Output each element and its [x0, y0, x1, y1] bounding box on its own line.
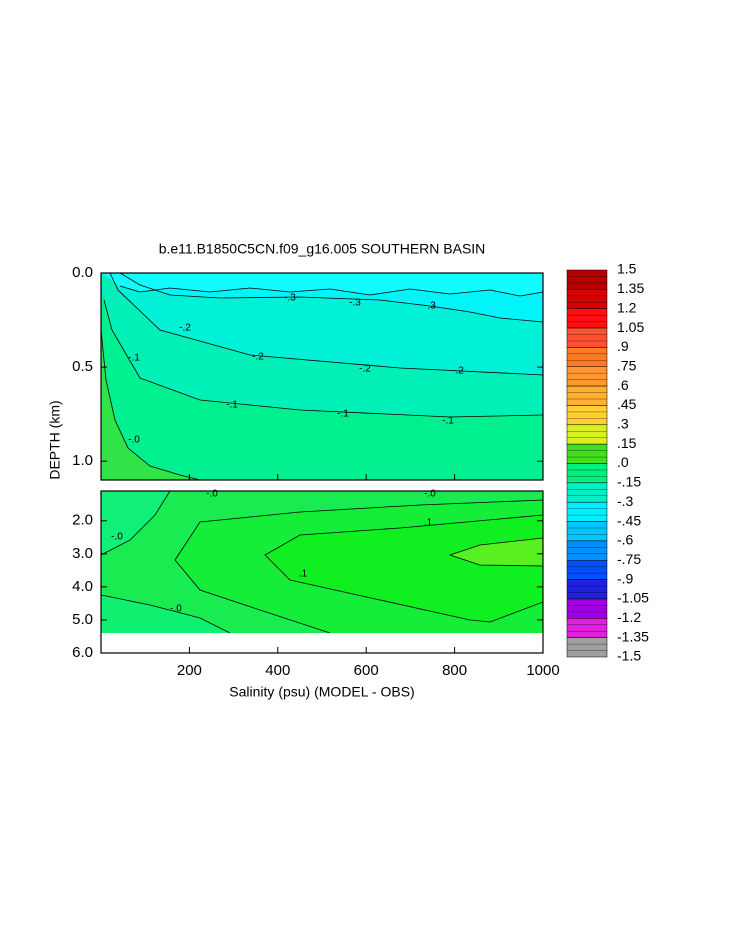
colorbar-box [566, 463, 608, 484]
bottom-field [101, 491, 543, 633]
colorbar-label: .45 [617, 396, 637, 412]
contour-label: -.1 [337, 409, 349, 420]
colorbar-label: -.75 [617, 551, 641, 567]
contour-label: -.3 [284, 293, 296, 304]
contour-label: .1 [299, 569, 308, 580]
contour-label: -.3 [424, 301, 436, 312]
colorbar-label: -.6 [617, 532, 634, 548]
contour-label: -.3 [349, 298, 361, 309]
colorbar-box [566, 347, 608, 367]
contour-label: -.2 [359, 364, 371, 375]
colorbar-box [566, 327, 608, 348]
colorbar-label: 1.5 [617, 261, 637, 277]
contour-labels: -.3 -.3 -.3 -.2 -.2 -.2 -.2 -.1 -.1 -.1 … [111, 293, 464, 615]
colorbar-label: -.3 [617, 493, 634, 509]
x-axis-label: Salinity (psu) (MODEL - OBS) [229, 684, 414, 700]
top-contours [101, 273, 543, 480]
x-tick-label: 200 [177, 662, 202, 679]
colorbar-box [566, 366, 608, 387]
chart-title: b.e11.B1850C5CN.f09_g16.005 SOUTHERN BAS… [159, 241, 486, 257]
colorbar-box [566, 560, 608, 580]
colorbar-box [566, 308, 608, 329]
contour-label: -.2 [179, 323, 191, 334]
colorbar-box [566, 540, 608, 561]
bottom-frame [100, 490, 544, 654]
y-tick-label: 1.0 [72, 452, 93, 469]
x-tick-label: 1000 [526, 662, 559, 679]
colorbar-label: -.9 [617, 570, 634, 586]
y-tick-label: 0.0 [72, 264, 93, 281]
y-tick-label: 6.0 [72, 644, 93, 661]
colorbar-box [566, 521, 608, 542]
colorbar-label: -.15 [617, 474, 641, 490]
colorbar-label: .0 [617, 454, 629, 470]
contour-label: -.1 [226, 400, 238, 411]
y-axis-label: DEPTH (km) [47, 400, 63, 479]
y-tick-label: 5.0 [72, 611, 93, 628]
colorbar-box [566, 443, 608, 464]
colorbar-box [566, 269, 608, 290]
colorbar-box [566, 618, 608, 638]
colorbar-box [566, 598, 608, 619]
colorbar-box [566, 385, 608, 406]
colorbar-label: 1.05 [617, 319, 644, 335]
colorbar-box [566, 289, 608, 309]
x-tick-label: 800 [442, 662, 467, 679]
colorbar-label: 1.35 [617, 280, 644, 296]
contour-label: -.0 [170, 604, 182, 615]
contour-label: -.1 [442, 416, 454, 427]
contour-label: -.0 [111, 532, 123, 543]
colorbar-label: -.45 [617, 512, 641, 528]
y-tick-label: 0.5 [72, 358, 93, 375]
colorbar-box [566, 501, 608, 522]
contour-label: -.2 [452, 366, 464, 377]
colorbar-label: -1.5 [617, 648, 641, 664]
colorbar-label: .3 [617, 416, 629, 432]
contour-label: -.1 [128, 353, 140, 364]
y-tick-label: 4.0 [72, 578, 93, 595]
colorbar-label: .75 [617, 357, 637, 373]
contour-label: .1 [424, 518, 433, 529]
x-tick-label: 400 [265, 662, 290, 679]
contour-label: -.0 [424, 489, 436, 500]
colorbar-box [566, 637, 608, 658]
top-field [101, 273, 543, 480]
colorbar-label: -1.35 [617, 628, 649, 644]
contour-label: -.0 [206, 489, 218, 500]
colorbar-label: .9 [617, 338, 629, 354]
colorbar-box [566, 482, 608, 503]
colorbar-box [566, 405, 608, 426]
x-tick-label: 600 [354, 662, 379, 679]
colorbar-box [566, 579, 608, 600]
contour-label: -.0 [128, 435, 140, 446]
colorbar-label: .15 [617, 435, 637, 451]
bottom-contours [101, 491, 543, 633]
contour-label: -.2 [252, 352, 264, 363]
colorbar-label: -1.05 [617, 590, 649, 606]
colorbar-box [566, 424, 608, 445]
colorbar-label: -1.2 [617, 609, 641, 625]
y-tick-label: 2.0 [72, 512, 93, 529]
top-frame [100, 272, 544, 481]
colorbar-label: 1.2 [617, 299, 637, 315]
colorbar-label: .6 [617, 377, 629, 393]
y-tick-label: 3.0 [72, 545, 93, 562]
